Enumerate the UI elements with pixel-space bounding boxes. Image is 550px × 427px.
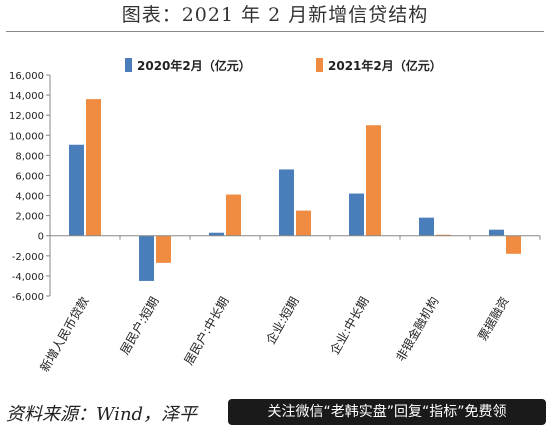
y-tick-label: 8,000	[15, 151, 44, 162]
bar-2021-2	[226, 194, 241, 236]
bar-2021-3	[296, 210, 311, 236]
x-tick-label: 票据融资	[475, 295, 511, 344]
bar-2020-5	[419, 217, 434, 236]
source-note: 资料来源：Wind，泽平	[6, 404, 198, 425]
y-tick-label: -2,000	[12, 252, 44, 263]
y-axis: -6,000 -4,000 -2,000 0 2,000 4,000 6,000 8,000 1…	[9, 71, 51, 303]
y-tick-label: 14,000	[9, 91, 44, 102]
y-tick-label: 12,000	[9, 111, 44, 122]
legend: 2020年2月（亿元） 2021年2月（亿元）	[125, 58, 442, 73]
legend-swatch-2021	[316, 58, 323, 72]
bar-2021-5	[436, 234, 451, 236]
x-tick-label: 企业:中长期	[327, 294, 372, 357]
title-rule	[6, 31, 544, 32]
y-tick-label: -6,000	[12, 292, 44, 303]
y-tick-label: -4,000	[12, 272, 44, 283]
y-tick-label: 4,000	[15, 192, 44, 203]
bar-2021-1	[156, 235, 171, 263]
x-tick-label: 企业:短期	[263, 294, 302, 347]
promo-banner: 关注微信“老韩实盘”回复“指标”免费领	[228, 399, 546, 425]
bar-2020-3	[279, 169, 294, 236]
chart-title: 图表：2021 年 2 月新增信贷结构	[121, 4, 429, 26]
bar-2020-0	[69, 144, 84, 236]
x-tick-label: 非银金融机构	[393, 294, 442, 364]
bar-2020-4	[349, 193, 364, 236]
x-tick-label: 居民户:短期	[117, 294, 162, 357]
y-tick-label: 6,000	[15, 171, 44, 182]
x-tick-label: 新增人民币贷款	[37, 294, 92, 374]
legend-label-2021: 2021年2月（亿元）	[328, 58, 442, 73]
x-axis: 新增人民币贷款 居民户:短期 居民户:中长期 企业:短期 企业:中长期 非银金融机构 票据融…	[37, 235, 541, 374]
bar-2020-6	[489, 229, 504, 236]
y-tick-label: 16,000	[9, 71, 44, 82]
y-tick-label: 0	[38, 232, 44, 243]
bar-2020-1	[139, 235, 154, 281]
bar-chart: 2020年2月（亿元） 2021年2月（亿元） -6,000 -4,000 -2,0…	[9, 58, 541, 374]
bar-2020-2	[209, 232, 224, 236]
bar-2021-4	[366, 125, 381, 236]
bar-2021-6	[506, 235, 521, 254]
bar-2021-0	[86, 99, 101, 236]
legend-label-2020: 2020年2月（亿元）	[137, 58, 251, 73]
y-tick-label: 10,000	[9, 131, 44, 142]
x-tick-label: 居民户:中长期	[181, 294, 232, 367]
legend-swatch-2020	[125, 58, 132, 72]
y-tick-label: 2,000	[15, 212, 44, 223]
bars	[69, 99, 521, 281]
